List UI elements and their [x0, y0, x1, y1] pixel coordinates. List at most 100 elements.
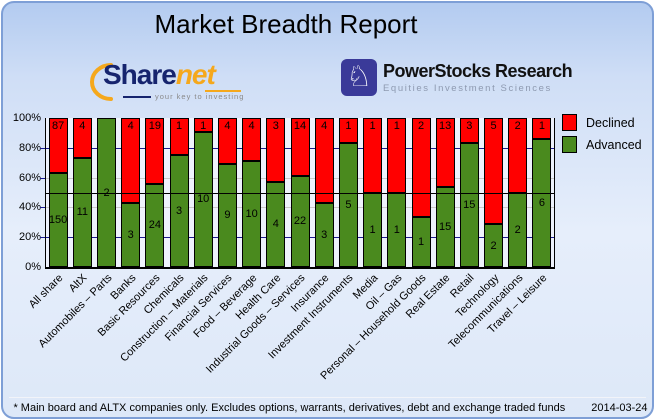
sharenet-word-share: Share — [103, 59, 177, 90]
bar-Health Care: 34 — [266, 118, 286, 267]
declined-segment: 19 — [145, 118, 165, 184]
advanced-value-label: 3 — [127, 229, 134, 242]
advanced-value-label: 4 — [272, 218, 279, 231]
declined-segment: 1 — [338, 118, 358, 143]
legend-item-declined: Declined — [562, 114, 642, 131]
advanced-value-label: 5 — [345, 198, 352, 211]
plot-area: 87 150 4 11 2 4 3 19 24 1 3 1 10 4 9 4 10 3 4 14 22 4 3 1 5 1 1 1 1 2… — [45, 118, 555, 269]
declined-segment: 87 — [48, 118, 68, 173]
knight-chess-icon: ♘ — [341, 59, 377, 96]
advanced-segment: 1 — [411, 217, 431, 267]
advanced-value-label: 150 — [48, 213, 68, 226]
sharenet-underline — [205, 90, 241, 92]
declined-segment: 5 — [484, 118, 503, 225]
footer: * Main board and ALTX companies only. Ex… — [3, 402, 655, 414]
advanced-value-label: 15 — [438, 221, 452, 234]
bar-Travel – Leisure: 16 — [532, 118, 552, 267]
sharenet-tagline: your key to investing — [155, 92, 245, 101]
advanced-segment: 15 — [459, 142, 479, 267]
advanced-segment: 9 — [217, 163, 237, 267]
advanced-segment: 2 — [508, 192, 528, 267]
bar-Construction – Materials: 1 10 — [193, 118, 213, 267]
declined-value-label: 4 — [321, 120, 328, 132]
bar-Personal – Household Goods: 21 — [411, 118, 431, 267]
declined-value-label: 1 — [175, 120, 183, 132]
fifty-percent-line — [46, 192, 554, 194]
powerstocks-logo: ♘ PowerStocks Research Equities Investme… — [341, 59, 573, 96]
declined-segment: 4 — [242, 118, 262, 161]
advanced-segment: 1 — [387, 192, 407, 267]
advanced-segment: 6 — [532, 139, 552, 267]
declined-value-label: 1 — [369, 120, 376, 132]
declined-segment: 2 — [411, 118, 431, 218]
advanced-segment: 11 — [72, 157, 92, 267]
sharenet-swoosh-icon — [90, 63, 113, 101]
sharenet-tagline-row: your key to investing — [123, 92, 244, 101]
declined-value-label: 4 — [79, 120, 86, 132]
advanced-value-label: 10 — [245, 207, 258, 220]
declined-segment: 3 — [459, 118, 479, 143]
advanced-swatch-icon — [562, 136, 577, 153]
advanced-segment: 150 — [48, 172, 68, 267]
declined-value-label: 13 — [438, 120, 452, 132]
y-tick-60: 60% — [18, 172, 41, 184]
axis-tick — [40, 177, 45, 179]
bar-Investment Instruments: 15 — [338, 118, 358, 267]
advanced-value-label: 6 — [538, 197, 545, 210]
advanced-segment: 1 — [363, 192, 383, 267]
declined-segment: 1 — [169, 118, 189, 156]
powerstocks-title: PowerStocks Research — [383, 61, 573, 81]
advanced-value-label: 2 — [490, 239, 497, 252]
axis-tick — [40, 207, 45, 209]
advanced-segment: 5 — [338, 142, 358, 267]
y-tick-40: 40% — [18, 201, 41, 213]
declined-swatch-icon — [562, 114, 577, 131]
chart-legend: Declined Advanced — [562, 114, 642, 158]
sharenet-tagline-rule — [123, 95, 151, 98]
declined-segment: 2 — [508, 118, 528, 193]
page-title: Market Breadth Report — [154, 9, 418, 39]
y-tick-0: 0% — [25, 261, 41, 273]
declined-value-label: 4 — [127, 120, 134, 132]
sharenet-word-net: net — [175, 59, 216, 90]
footer-date: 2014-03-24 — [591, 402, 648, 414]
declined-segment: 4 — [121, 118, 141, 204]
axis-tick — [40, 237, 45, 239]
declined-value-label: 5 — [490, 120, 497, 132]
y-tick-100: 100% — [12, 112, 41, 124]
advanced-value-label: 22 — [293, 215, 307, 228]
advanced-segment: 22 — [290, 175, 310, 267]
advanced-value-label: 11 — [76, 206, 88, 219]
advanced-value-label: 15 — [463, 198, 476, 211]
bar-AltX: 4 11 — [72, 118, 92, 267]
bar-Real Estate: 13 15 — [435, 118, 455, 267]
advanced-value-label: 2 — [514, 223, 521, 236]
declined-value-label: 2 — [514, 120, 521, 132]
declined-value-label: 1 — [345, 120, 352, 132]
advanced-value-label: 1 — [393, 223, 400, 236]
axis-tick — [40, 147, 45, 149]
declined-value-label: 1 — [200, 120, 207, 132]
advanced-segment: 3 — [314, 203, 334, 267]
advanced-value-label: 1 — [369, 223, 376, 236]
declined-value-label: 1 — [538, 120, 545, 132]
declined-value-label: 19 — [148, 120, 162, 132]
declined-value-label: 2 — [417, 120, 425, 132]
footer-note: * Main board and ALTX companies only. Ex… — [13, 402, 566, 414]
declined-value-label: 4 — [224, 120, 231, 132]
advanced-segment: 4 — [266, 181, 286, 267]
sharenet-logo: Sharenet your key to investing — [87, 59, 257, 105]
bar-Retail: 3 15 — [459, 118, 479, 267]
declined-segment: 1 — [363, 118, 383, 193]
declined-segment: 1 — [193, 118, 213, 132]
advanced-segment: 10 — [193, 131, 213, 267]
declined-value-label: 3 — [466, 120, 473, 132]
declined-segment: 4 — [72, 118, 92, 158]
declined-segment: 1 — [532, 118, 552, 140]
declined-value-label: 14 — [293, 120, 307, 132]
footer-divider — [9, 397, 646, 398]
